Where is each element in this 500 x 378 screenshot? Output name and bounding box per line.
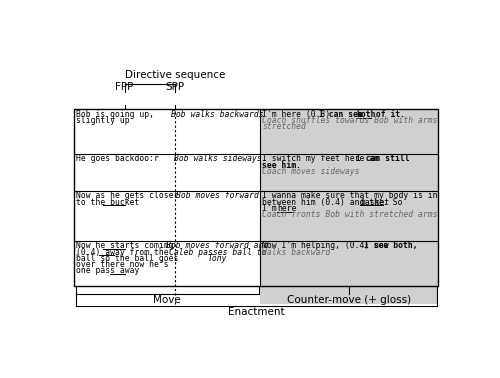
Text: over there now he's: over there now he's <box>76 260 169 269</box>
Text: FPP: FPP <box>116 82 134 92</box>
Text: . So: . So <box>382 198 402 207</box>
Text: to the bucket: to the bucket <box>76 198 140 207</box>
Text: Coach shuffles towards Bob with arms: Coach shuffles towards Bob with arms <box>262 116 438 125</box>
Text: ball so the ball goes: ball so the ball goes <box>76 254 179 263</box>
Text: Coach fronts Bob with stretched arms: Coach fronts Bob with stretched arms <box>262 210 438 219</box>
Text: Bob moves forward: Bob moves forward <box>176 191 259 200</box>
Text: SPP: SPP <box>166 82 184 92</box>
Text: I can still: I can still <box>356 155 410 163</box>
Text: I can see: I can see <box>318 110 368 119</box>
Text: Bob moves forward and: Bob moves forward and <box>166 242 268 251</box>
Text: Move: Move <box>153 295 181 305</box>
Text: Caleb passes ball to: Caleb passes ball to <box>169 248 266 257</box>
Text: here: here <box>278 204 297 213</box>
Text: Now he starts coming: Now he starts coming <box>76 242 174 251</box>
Bar <box>260 109 438 154</box>
Text: I see both,: I see both, <box>364 242 418 251</box>
Text: Bob walks sideways: Bob walks sideways <box>174 155 262 163</box>
Text: basket: basket <box>360 198 390 207</box>
Text: I'm: I'm <box>262 204 282 213</box>
Bar <box>260 154 438 191</box>
Text: Bob walks backwards: Bob walks backwards <box>171 110 264 119</box>
Text: He goes backdoo:r: He goes backdoo:r <box>76 155 160 163</box>
Text: Now I'm helping, (0.4) now: Now I'm helping, (0.4) now <box>262 242 394 251</box>
Text: stretched: stretched <box>262 122 306 131</box>
Bar <box>74 109 438 287</box>
Text: of it.: of it. <box>372 110 406 119</box>
Text: between him (0.4) and the: between him (0.4) and the <box>262 198 389 207</box>
Bar <box>260 191 438 241</box>
Text: Bob is going up,: Bob is going up, <box>76 110 154 119</box>
Text: slightly up: slightly up <box>76 116 130 125</box>
Text: see him.: see him. <box>262 161 302 170</box>
Text: Counter-move (+ gloss): Counter-move (+ gloss) <box>287 295 412 305</box>
Text: Walks backward: Walks backward <box>262 248 330 257</box>
Text: both: both <box>356 110 376 119</box>
Text: I wanna make sure that my body is in: I wanna make sure that my body is in <box>262 191 438 200</box>
Text: Now as he gets closer: Now as he gets closer <box>76 191 179 200</box>
Text: (0.4) away from the: (0.4) away from the <box>76 248 169 257</box>
Text: Tony: Tony <box>208 254 227 263</box>
Text: Directive sequence: Directive sequence <box>124 70 225 80</box>
Text: Enactment: Enactment <box>228 307 284 317</box>
Text: Coach moves sideways: Coach moves sideways <box>262 167 360 176</box>
Text: I'm here (0.3): I'm here (0.3) <box>262 110 336 119</box>
Text: I switch my feet here an: I switch my feet here an <box>262 155 384 163</box>
Text: one pass away: one pass away <box>76 266 140 275</box>
Bar <box>260 241 438 304</box>
